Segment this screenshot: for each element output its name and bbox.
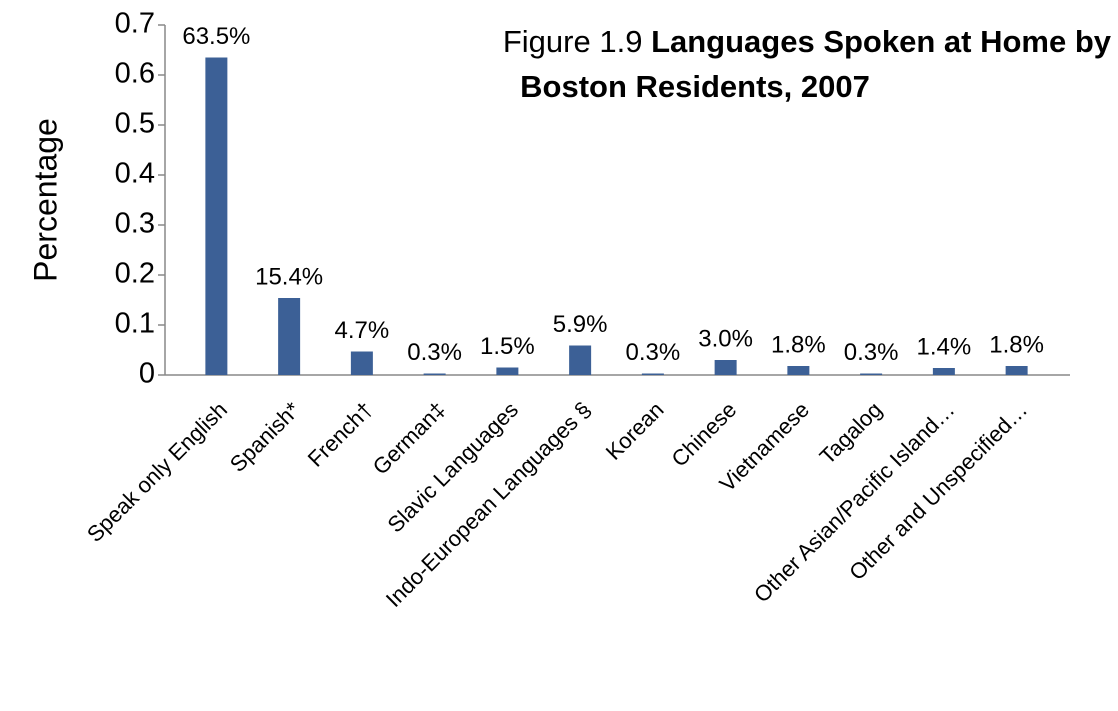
value-label: 1.5% <box>480 333 535 360</box>
bar <box>714 360 737 375</box>
bar <box>423 373 446 375</box>
value-label: 0.3% <box>626 339 681 366</box>
x-tick-label: Chinese <box>667 397 742 472</box>
y-tick-label: 0.2 <box>115 258 155 290</box>
bar <box>205 57 228 375</box>
bar <box>932 368 955 375</box>
bar <box>1005 366 1028 375</box>
x-tick-label: Slavic Languages <box>383 397 523 537</box>
y-tick-label: 0.5 <box>115 108 155 140</box>
x-tick-label: Korean <box>601 397 669 465</box>
x-tick-label: Spanish* <box>225 397 305 477</box>
value-label: 1.8% <box>771 331 826 358</box>
value-label: 63.5% <box>182 23 250 50</box>
y-tick-label: 0.4 <box>115 158 155 190</box>
value-label: 15.4% <box>255 263 323 290</box>
x-tick-label: Speak only English <box>82 397 232 547</box>
title-line: Languages Spoken at Home by <box>651 24 1112 59</box>
y-tick-label: 0.1 <box>115 308 155 340</box>
title-line: Boston Residents, 2007 <box>520 69 870 104</box>
bar <box>787 366 810 375</box>
y-tick-label: 0 <box>139 358 155 390</box>
bar <box>350 351 373 375</box>
chart-title: Figure 1.9 Languages Spoken at Home by <box>503 24 1112 59</box>
y-tick-label: 0.3 <box>115 208 155 240</box>
y-axis-title: Percentage <box>27 118 63 282</box>
value-label: 0.3% <box>407 339 462 366</box>
bar <box>278 298 301 375</box>
x-tick-label: Tagalog <box>815 397 887 469</box>
bar <box>496 367 519 375</box>
value-label: 5.9% <box>553 311 608 338</box>
value-label: 0.3% <box>844 339 899 366</box>
bar <box>641 373 664 375</box>
value-label: 4.7% <box>335 317 390 344</box>
bar <box>569 345 592 375</box>
y-tick-label: 0.6 <box>115 58 155 90</box>
value-label: 3.0% <box>698 325 753 352</box>
value-label: 1.4% <box>917 333 972 360</box>
figure-label: Figure 1.9 <box>503 24 643 59</box>
x-tick-label: French† <box>303 397 378 472</box>
y-tick-label: 0.7 <box>115 8 155 40</box>
bar <box>860 373 883 375</box>
value-label: 1.8% <box>989 331 1044 358</box>
